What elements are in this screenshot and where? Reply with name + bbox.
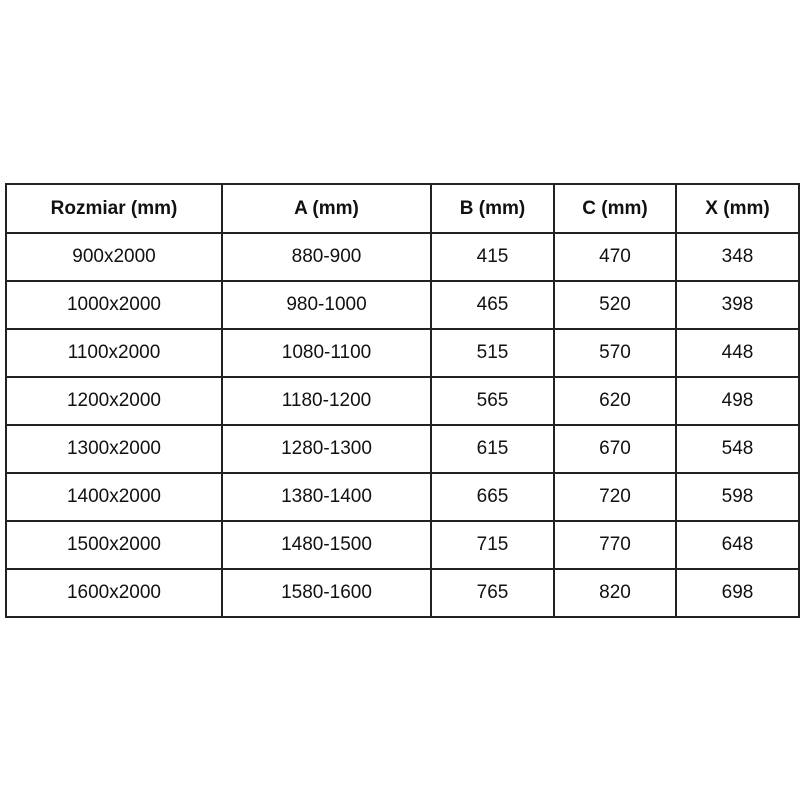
table-cell: 1100x2000: [5, 328, 223, 378]
table-cell: 1400x2000: [5, 472, 223, 522]
table-cell: 1300x2000: [5, 424, 223, 474]
table-cell: 1380-1400: [221, 472, 432, 522]
table-row: 1400x2000 1380-1400 665 720 598: [5, 472, 800, 522]
table-cell: 648: [675, 520, 800, 570]
table-cell: 1500x2000: [5, 520, 223, 570]
column-header: C (mm): [553, 183, 677, 234]
table-row: 900x2000 880-900 415 470 348: [5, 232, 800, 282]
column-header: A (mm): [221, 183, 432, 234]
table-cell: 615: [430, 424, 555, 474]
table-cell: 620: [553, 376, 677, 426]
table-cell: 820: [553, 568, 677, 618]
table-cell: 1000x2000: [5, 280, 223, 330]
dimensions-table: Rozmiar (mm) A (mm) B (mm) C (mm) X (mm) 900…: [5, 183, 800, 618]
table-cell: 520: [553, 280, 677, 330]
column-header: Rozmiar (mm): [5, 183, 223, 234]
table-row: 1500x2000 1480-1500 715 770 648: [5, 520, 800, 570]
table-cell: 770: [553, 520, 677, 570]
table-row: 1600x2000 1580-1600 765 820 698: [5, 568, 800, 618]
table-cell: 1480-1500: [221, 520, 432, 570]
table-cell: 515: [430, 328, 555, 378]
table-cell: 598: [675, 472, 800, 522]
table-cell: 465: [430, 280, 555, 330]
table-cell: 1600x2000: [5, 568, 223, 618]
table-cell: 698: [675, 568, 800, 618]
table-cell: 715: [430, 520, 555, 570]
table-cell: 470: [553, 232, 677, 282]
table-cell: 665: [430, 472, 555, 522]
table-cell: 398: [675, 280, 800, 330]
table-cell: 1080-1100: [221, 328, 432, 378]
header-row: Rozmiar (mm) A (mm) B (mm) C (mm) X (mm): [5, 183, 800, 234]
table-row: 1300x2000 1280-1300 615 670 548: [5, 424, 800, 474]
table-cell: 1280-1300: [221, 424, 432, 474]
table-row: 1000x2000 980-1000 465 520 398: [5, 280, 800, 330]
table-cell: 415: [430, 232, 555, 282]
table-cell: 448: [675, 328, 800, 378]
table-cell: 670: [553, 424, 677, 474]
table-cell: 1200x2000: [5, 376, 223, 426]
table-row: 1100x2000 1080-1100 515 570 448: [5, 328, 800, 378]
table-cell: 900x2000: [5, 232, 223, 282]
table-cell: 720: [553, 472, 677, 522]
table-cell: 1580-1600: [221, 568, 432, 618]
table-cell: 980-1000: [221, 280, 432, 330]
table-cell: 570: [553, 328, 677, 378]
table-cell: 565: [430, 376, 555, 426]
table-row: 1200x2000 1180-1200 565 620 498: [5, 376, 800, 426]
table-cell: 548: [675, 424, 800, 474]
table-cell: 348: [675, 232, 800, 282]
table-cell: 880-900: [221, 232, 432, 282]
table-cell: 765: [430, 568, 555, 618]
table-cell: 1180-1200: [221, 376, 432, 426]
column-header: B (mm): [430, 183, 555, 234]
column-header: X (mm): [675, 183, 800, 234]
table-cell: 498: [675, 376, 800, 426]
